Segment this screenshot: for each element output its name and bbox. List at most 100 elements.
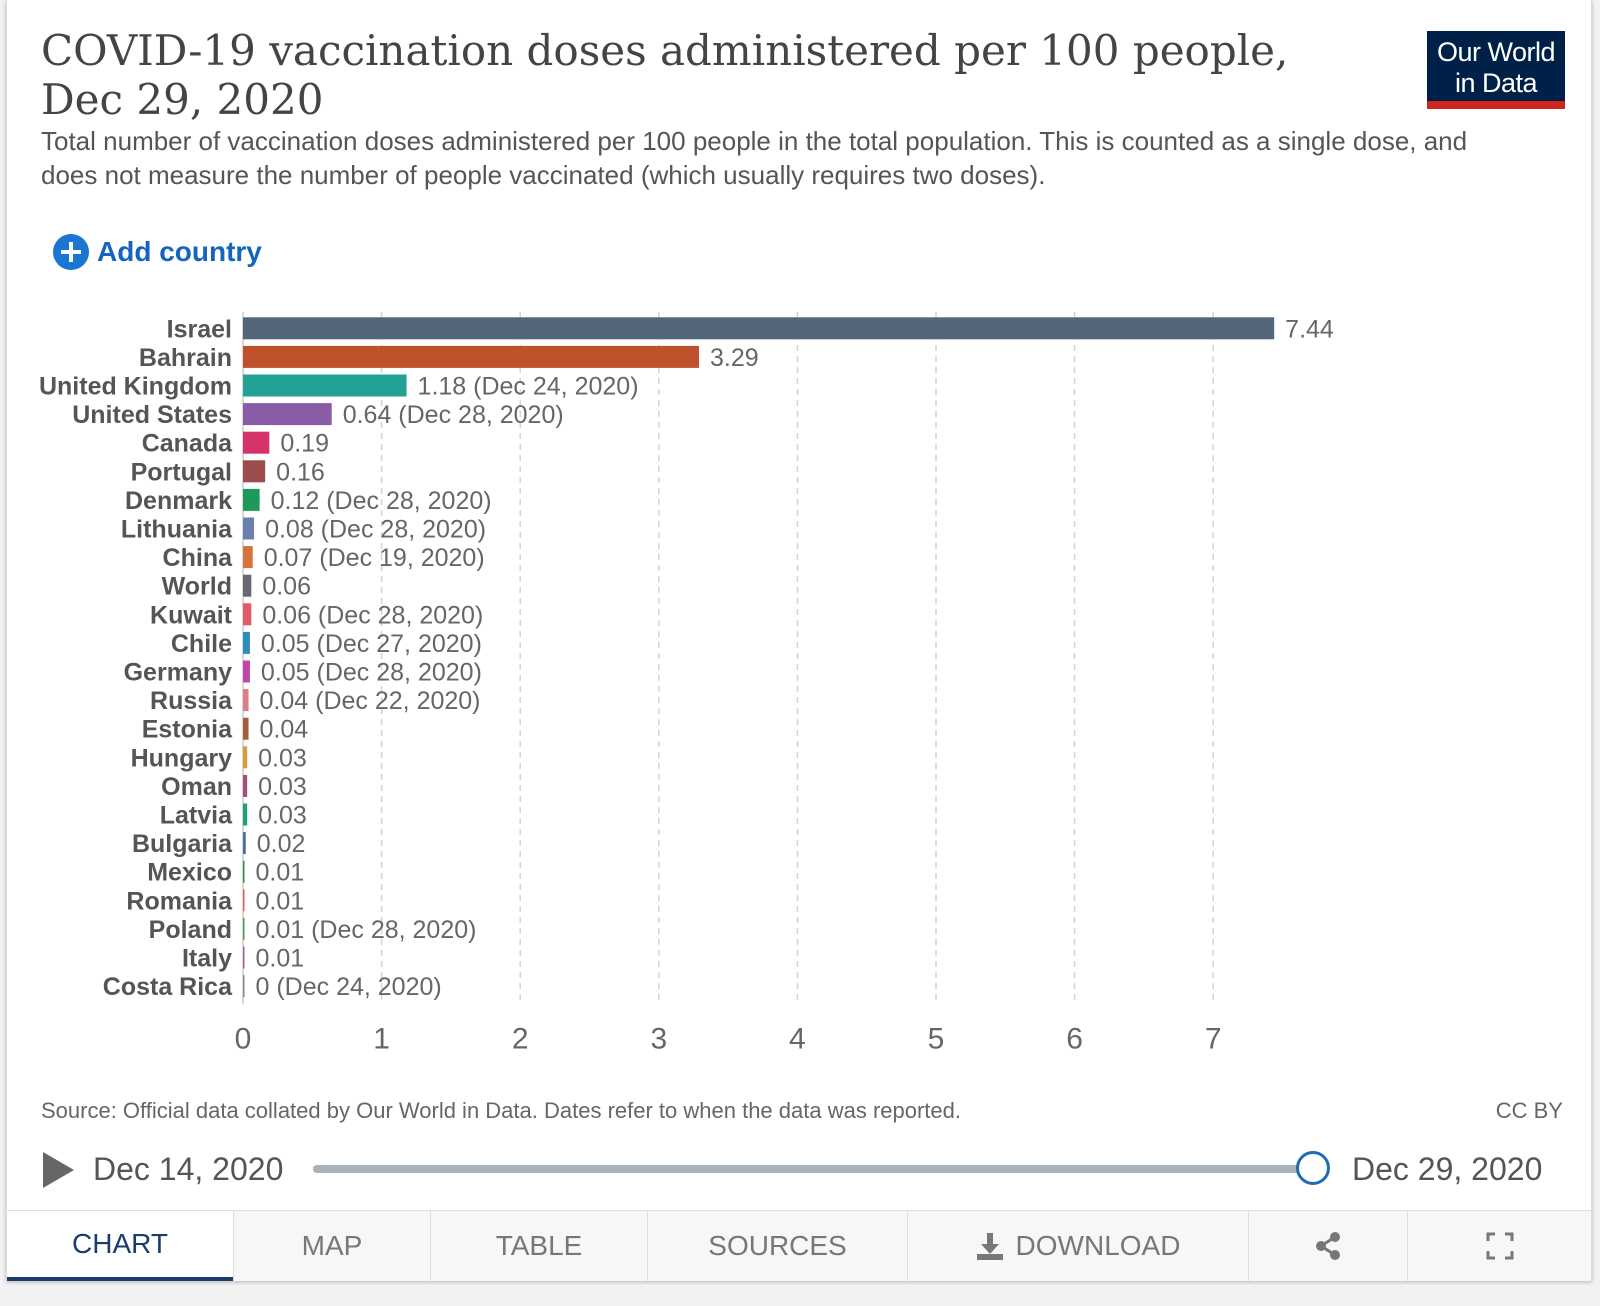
category-label: China	[163, 544, 234, 572]
timeline: Dec 14, 2020 Dec 29, 2020	[7, 1148, 1591, 1196]
timeline-start-date: Dec 14, 2020	[93, 1151, 284, 1187]
bar-lithuania	[243, 517, 255, 540]
tab-table[interactable]: TABLE	[430, 1211, 647, 1281]
data-label: 0.03	[258, 744, 307, 772]
tab-sources-label: SOURCES	[708, 1230, 847, 1261]
x-tick-label: 7	[1205, 1022, 1222, 1055]
category-label: Hungary	[131, 744, 233, 772]
source-note: Source: Official data collated by Our Wo…	[41, 1098, 961, 1123]
data-label: 0.06	[262, 573, 311, 601]
bar-italy	[243, 946, 245, 969]
data-label: 0 (Dec 24, 2020)	[256, 973, 442, 1001]
timeline-fill	[313, 1165, 1313, 1173]
bar-estonia	[243, 717, 249, 740]
owid-logo[interactable]: Our World in Data	[1427, 31, 1565, 109]
timeline-track[interactable]	[313, 1165, 1313, 1173]
data-label: 0.04	[260, 716, 309, 744]
data-label: 0.03	[258, 773, 307, 801]
category-label: Bulgaria	[132, 830, 233, 858]
category-label: Romania	[126, 887, 233, 915]
add-country-button[interactable]: Add country	[53, 234, 262, 270]
x-tick-label: 6	[1066, 1022, 1083, 1055]
data-label: 0.12 (Dec 28, 2020)	[271, 487, 492, 515]
fullscreen-button[interactable]	[1407, 1211, 1591, 1281]
bar-latvia	[243, 803, 248, 826]
bar-canada	[243, 431, 270, 454]
x-tick-label: 2	[512, 1022, 529, 1055]
data-label: 0.02	[257, 830, 306, 858]
bar-chart: 0 1 2 3 4 5 6 7 Israel 7.44 Bahrain 3.29 United King…	[39, 312, 1334, 1055]
data-label: 0.06 (Dec 28, 2020)	[262, 601, 483, 629]
logo-line-2: in Data	[1454, 68, 1538, 98]
bar-united-kingdom	[243, 374, 407, 397]
data-label: 0.01 (Dec 28, 2020)	[256, 916, 477, 944]
tab-download-label: DOWNLOAD	[1015, 1230, 1181, 1261]
x-tick-label: 5	[928, 1022, 945, 1055]
category-label: Chile	[171, 630, 232, 658]
bar-russia	[243, 689, 249, 712]
bar-united-states	[243, 403, 332, 426]
data-label: 0.16	[276, 458, 325, 486]
bar-romania	[243, 889, 245, 912]
tab-bar: CHART MAP TABLE SOURCES DOWNLOAD	[7, 1210, 1591, 1281]
category-label: Denmark	[125, 487, 232, 515]
bar-mexico	[243, 860, 245, 883]
data-label: 0.04 (Dec 22, 2020)	[260, 687, 481, 715]
tab-map-label: MAP	[301, 1230, 363, 1261]
x-tick-label: 4	[789, 1022, 806, 1055]
category-label: Costa Rica	[103, 973, 233, 1001]
category-label: Bahrain	[139, 344, 232, 372]
category-label: Italy	[182, 945, 232, 973]
bar-denmark	[243, 488, 260, 511]
data-label: 0.01	[256, 859, 305, 887]
timeline-handle[interactable]	[1296, 1151, 1330, 1185]
data-label: 3.29	[710, 344, 759, 372]
category-label: Germany	[124, 659, 232, 687]
add-country-label: Add country	[97, 236, 262, 267]
share-icon	[1316, 1232, 1340, 1260]
tab-chart[interactable]: CHART	[7, 1211, 233, 1281]
bar-costa-rica	[243, 975, 245, 998]
plus-circle-icon	[53, 234, 89, 270]
category-label: Mexico	[147, 859, 232, 887]
data-label: 0.05 (Dec 28, 2020)	[261, 659, 482, 687]
category-label: World	[162, 573, 232, 601]
page-title: COVID-19 vaccination doses administered …	[41, 26, 1289, 124]
fullscreen-icon	[1486, 1232, 1513, 1260]
data-label: 0.05 (Dec 27, 2020)	[261, 630, 482, 658]
tab-download[interactable]: DOWNLOAD	[907, 1211, 1248, 1281]
tab-sources[interactable]: SOURCES	[647, 1211, 907, 1281]
bar-oman	[243, 774, 248, 797]
bar-germany	[243, 660, 250, 683]
category-label: Canada	[142, 430, 233, 458]
license-link[interactable]: CC BY	[1495, 1098, 1563, 1123]
download-icon	[976, 1232, 1004, 1260]
timeline-end-date: Dec 29, 2020	[1352, 1151, 1543, 1187]
tab-table-label: TABLE	[495, 1230, 583, 1261]
bar-world	[243, 574, 252, 597]
category-label: Israel	[167, 315, 232, 343]
bar-bulgaria	[243, 832, 246, 855]
tab-map[interactable]: MAP	[233, 1211, 430, 1281]
logo-line-1: Our World	[1436, 37, 1556, 67]
bar-chile	[243, 631, 250, 654]
data-label: 1.18 (Dec 24, 2020)	[418, 373, 639, 401]
data-label: 0.01	[256, 945, 305, 973]
chart-frame: COVID-19 vaccination doses administered …	[6, 0, 1592, 1281]
category-label: Latvia	[160, 802, 233, 830]
category-label: Oman	[161, 773, 232, 801]
category-label: Poland	[149, 916, 232, 944]
bar-israel	[243, 317, 1275, 340]
x-tick-label: 0	[235, 1022, 252, 1055]
data-label: 0.01	[256, 887, 305, 915]
play-icon[interactable]	[43, 1152, 74, 1188]
category-label: Lithuania	[121, 516, 233, 544]
bar-portugal	[243, 460, 266, 483]
category-label: United States	[72, 401, 232, 429]
category-label: United Kingdom	[39, 373, 232, 401]
x-tick-label: 1	[373, 1022, 390, 1055]
share-button[interactable]	[1248, 1211, 1407, 1281]
bar-kuwait	[243, 603, 252, 626]
bar-hungary	[243, 746, 248, 769]
bar-bahrain	[243, 345, 699, 368]
